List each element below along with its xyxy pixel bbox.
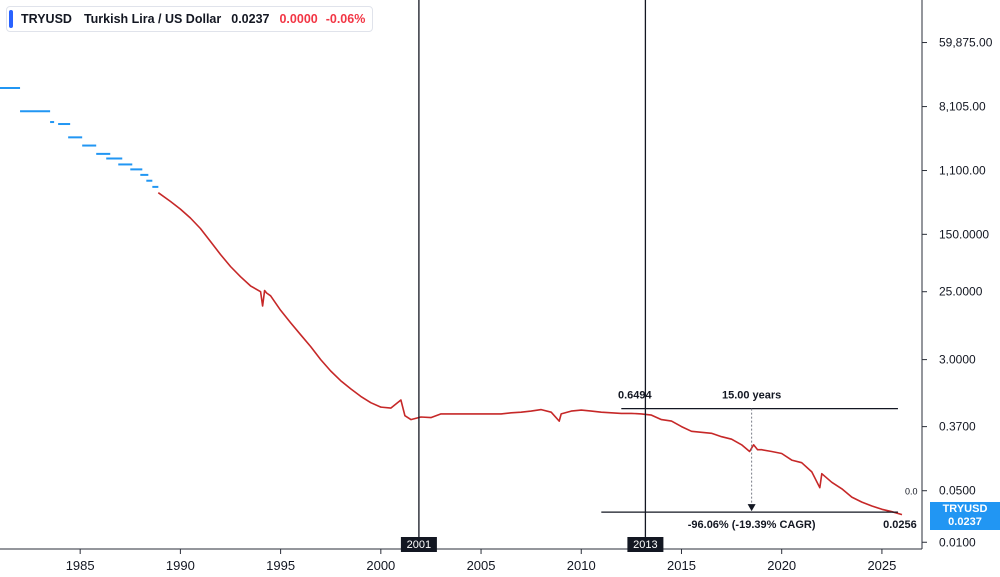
- marker-label: 2013: [633, 539, 657, 551]
- x-tick-label: 2025: [867, 558, 896, 573]
- legend-name: Turkish Lira / US Dollar: [83, 12, 222, 26]
- y-tick-label: 150.0000: [939, 227, 989, 241]
- marker-label-bg: [400, 537, 437, 552]
- x-tick-label: 1985: [66, 558, 95, 573]
- x-tick-label: 1995: [266, 558, 295, 573]
- x-axis: 1985 1990 1995 2000 2005 2010 2015 2020 2025: [0, 548, 922, 573]
- price-line: [157, 192, 903, 516]
- drawing-overlay: 2001 2013 0.6494 15.00 years -96.06% (-19.39…: [400, 0, 918, 552]
- y-tick-label: 0.0100: [939, 535, 976, 549]
- x-tick-label: 2000: [366, 558, 395, 573]
- x-tick-label: 1990: [166, 558, 195, 573]
- marker-label: 2001: [407, 539, 431, 551]
- x-tick-label: 2015: [667, 558, 696, 573]
- y-tick-label: 3.0000: [939, 353, 976, 367]
- legend-change: 0.0000: [279, 12, 318, 26]
- legend-symbol: TRYUSD: [21, 12, 72, 26]
- legend-change-pct: -0.06%: [325, 12, 366, 26]
- y-tick-label: 0.0500: [939, 484, 976, 498]
- symbol-legend[interactable]: TRYUSD Turkish Lira / US Dollar 0.0237 0…: [6, 6, 373, 32]
- x-tick-label: 2020: [767, 558, 796, 573]
- legend-price: 0.0237: [231, 12, 270, 26]
- measure-start-price: 0.6494: [618, 390, 653, 402]
- measure-change: -96.06% (-19.39% CAGR): [688, 519, 816, 531]
- measure-arrow-icon: [747, 504, 756, 512]
- measure-end-price: 0.0256: [883, 519, 917, 531]
- price-tag-symbol: TRYUSD: [942, 503, 988, 515]
- y-tick-label: 0.3700: [939, 420, 976, 434]
- x-tick-label: 2005: [467, 558, 496, 573]
- y-tick-label: 59,875.00: [939, 36, 993, 50]
- x-tick-label: 2010: [567, 558, 596, 573]
- plot-area: [0, 86, 903, 516]
- price-tag-value: 0.0237: [948, 516, 982, 528]
- legend-accent: [9, 10, 13, 28]
- last-price-tag: TRYUSD 0.0237: [930, 502, 1000, 530]
- measure-duration: 15.00 years: [722, 390, 781, 402]
- zero-label: 0.0: [905, 487, 918, 497]
- y-tick-label: 1,100.00: [939, 164, 986, 178]
- y-tick-label: 25.0000: [939, 285, 983, 299]
- y-tick-label: 8,105.00: [939, 100, 986, 114]
- marker-label-bg: [627, 537, 664, 552]
- y-axis: 59,875.00 8,105.00 1,100.00 150.0000 25.0000…: [921, 0, 993, 549]
